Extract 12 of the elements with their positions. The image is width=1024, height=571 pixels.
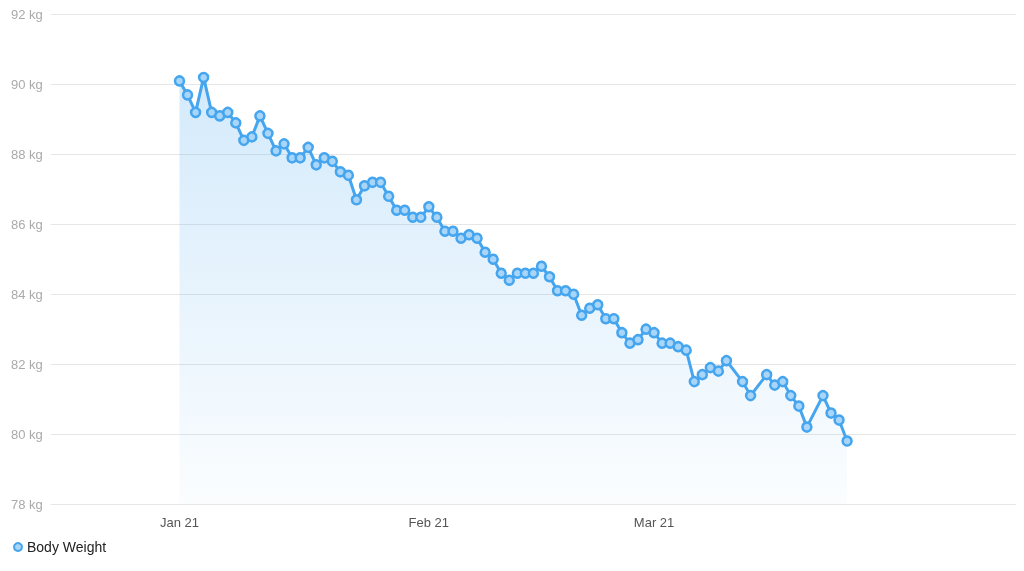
y-tick-label: 80 kg (10, 426, 43, 442)
y-tick-label: 88 kg (10, 146, 43, 162)
y-tick-label: 78 kg (10, 496, 43, 512)
y-tick-label: 92 kg (10, 7, 43, 22)
x-tick-label: Feb 21 (408, 515, 450, 530)
x-tick-label: Jan 21 (159, 515, 200, 530)
legend-label: Body Weight (27, 539, 107, 555)
y-tick-label: 84 kg (10, 286, 43, 302)
x-tick-label: Mar 21 (633, 515, 675, 530)
y-tick-label: 82 kg (10, 356, 43, 372)
y-tick-label: 90 kg (10, 76, 43, 92)
y-tick-label: 86 kg (10, 216, 43, 232)
